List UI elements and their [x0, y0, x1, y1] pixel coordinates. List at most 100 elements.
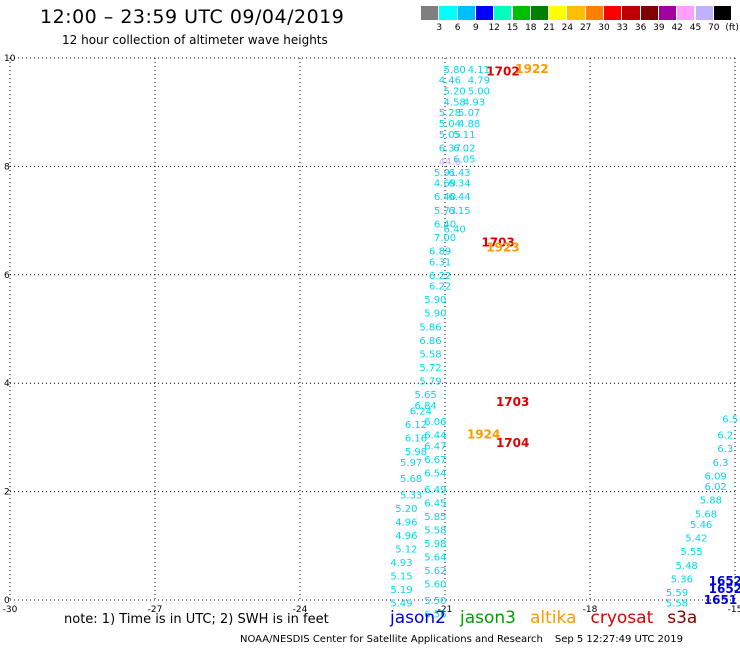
chart-note: note: 1) Time is in UTC; 2) SWH is in fe…	[64, 612, 329, 627]
data-label: 1652	[709, 582, 740, 596]
data-label: 5.19	[390, 585, 412, 596]
data-label: 1922	[515, 62, 548, 76]
x-tick-label: -18	[583, 605, 598, 615]
color-scale-label: 24	[561, 23, 574, 33]
y-tick-label: 0	[4, 596, 10, 606]
data-label: 5.20	[395, 504, 417, 515]
y-tick-label: 10	[4, 54, 16, 64]
data-label: 6.5	[722, 414, 738, 425]
x-tick-label: -21	[438, 605, 453, 615]
color-scale-label: 42	[671, 23, 683, 33]
color-scale-swatch	[439, 6, 458, 20]
data-label: 5.97	[400, 458, 422, 469]
data-label: 5.79	[419, 376, 441, 387]
data-label: 5.15	[390, 572, 412, 583]
data-label: 5.04	[439, 119, 461, 130]
data-label: 4.88	[458, 119, 480, 130]
x-tick-label: -30	[3, 605, 18, 615]
data-label: 6.56	[424, 610, 446, 621]
data-label: 6.09	[705, 471, 727, 482]
data-label: 5.58	[419, 349, 441, 360]
color-scale-label: (ft)	[725, 23, 739, 33]
data-label: 5.60	[424, 580, 446, 591]
footer: NOAA/NESDIS Center for Satellite Applica…	[240, 634, 683, 645]
data-label: 5.36	[671, 574, 693, 585]
data-label: 1651	[704, 593, 737, 607]
data-label: 6.45	[424, 498, 446, 509]
color-scale-swatch	[567, 6, 586, 20]
data-label: 6.89	[429, 246, 451, 257]
page-title: 12:00 – 23:59 UTC 09/04/2019	[40, 6, 345, 28]
data-label: 6.02	[705, 482, 727, 493]
legend-entry-cryosat: cryosat	[590, 608, 654, 628]
data-label: 1704	[496, 436, 529, 450]
data-label: 1924	[467, 428, 500, 442]
data-label: 5.86	[419, 322, 441, 333]
data-label: 5.68	[695, 509, 717, 520]
data-label: 5.20	[444, 87, 466, 98]
color-scale-swatch	[585, 6, 604, 20]
color-scale-swatch	[713, 6, 733, 20]
data-label: 5.55	[680, 547, 702, 558]
y-tick-label: 2	[4, 488, 10, 498]
satellite-legend: jason2 jason3 altika cryosat s3a	[390, 608, 711, 628]
data-label: 5.59	[666, 588, 688, 599]
y-tick-label: 4	[4, 379, 10, 389]
legend-entry-altika: altika	[530, 608, 577, 628]
data-label: 5.85	[424, 512, 446, 523]
color-scale-swatch	[494, 6, 513, 20]
color-scale-label: 6	[454, 23, 461, 33]
data-label: 6.40	[444, 225, 466, 236]
data-label: 6.05	[453, 154, 475, 165]
data-label: 5.91	[434, 168, 456, 179]
color-scale-label: 15	[506, 23, 519, 33]
data-label: 5.58	[424, 526, 446, 537]
color-scale-label: 36	[634, 23, 647, 33]
data-label: 5.90	[424, 309, 446, 320]
y-tick-label: 6	[4, 271, 10, 281]
data-label: 5.90	[424, 295, 446, 306]
data-label: 5.98	[424, 539, 446, 550]
data-label: 6.44	[424, 431, 446, 442]
x-tick-label: -27	[148, 605, 163, 615]
data-label: 6.40	[434, 192, 456, 203]
data-label: 5.88	[700, 496, 722, 507]
data-label: 6.43	[448, 168, 470, 179]
data-label: 6.12	[405, 420, 427, 431]
data-label: 4.11	[468, 65, 490, 76]
color-scale-swatch	[695, 6, 714, 20]
color-scale-label: 18	[525, 23, 537, 33]
data-label: 44.6	[439, 157, 461, 168]
data-label: 6.86	[419, 336, 441, 347]
data-label: 6.47	[424, 442, 446, 453]
color-scale-label: 45	[689, 23, 702, 33]
color-scale-swatch	[658, 6, 678, 20]
page-subtitle: 12 hour collection of altimeter wave hei…	[62, 33, 328, 47]
data-label: 5.58	[666, 599, 688, 610]
color-scale-swatch	[457, 6, 476, 20]
color-scale-swatch	[604, 6, 623, 20]
color-scale-label: 39	[653, 23, 665, 33]
color-scale-swatch	[549, 6, 568, 20]
color-scale-label: 3	[436, 23, 443, 33]
color-scale-swatch	[512, 6, 531, 20]
color-scale-label: 9	[473, 23, 479, 33]
data-label: 5.00	[468, 87, 490, 98]
data-label: 5.46	[690, 520, 712, 531]
data-label: 6.37	[439, 143, 461, 154]
data-label: 6.44	[448, 192, 470, 203]
data-label: 1703	[496, 395, 529, 409]
color-scale-label: 70	[708, 23, 720, 33]
data-label: 5.98	[405, 447, 427, 458]
data-label: 4.79	[468, 76, 490, 87]
color-scale-swatch	[622, 6, 641, 20]
data-label: 4.96	[395, 517, 417, 528]
data-label: 6.2	[717, 431, 733, 442]
data-label: 5.72	[419, 363, 441, 374]
footer-org: NOAA/NESDIS Center for Satellite Applica…	[240, 634, 543, 645]
data-label: 6.16	[405, 433, 427, 444]
data-label: 5.33	[400, 490, 422, 501]
data-label: 1652	[709, 574, 740, 588]
data-label: 5.65	[415, 390, 437, 401]
